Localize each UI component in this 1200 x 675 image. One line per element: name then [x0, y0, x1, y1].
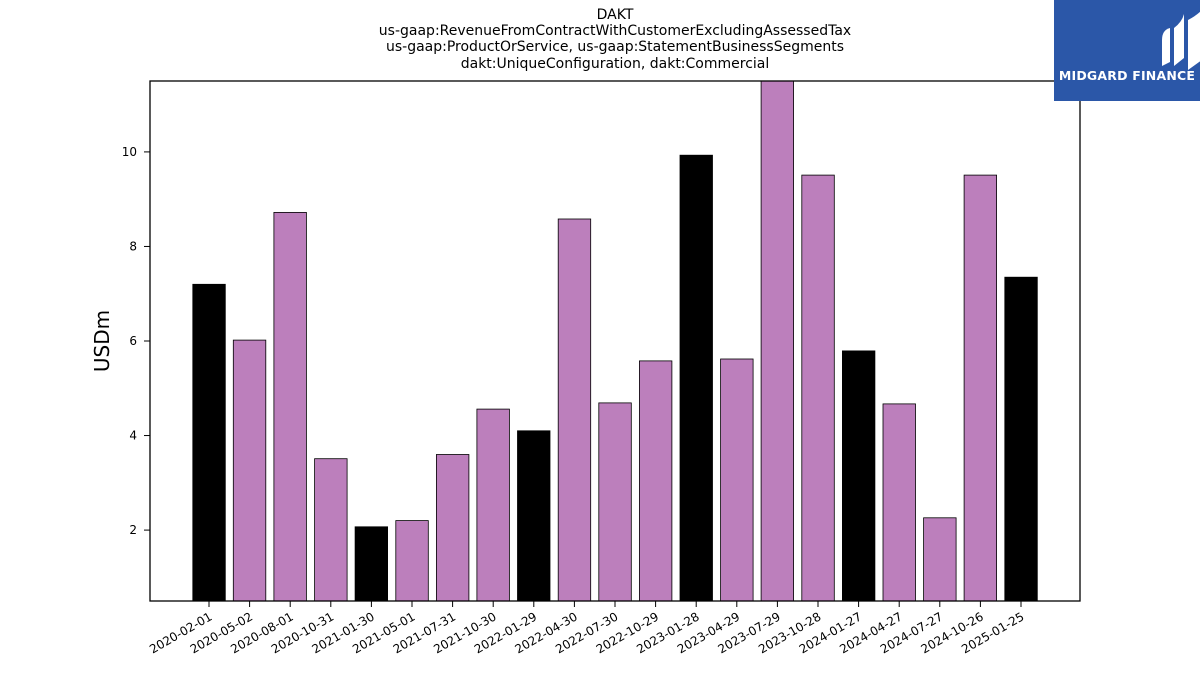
x-axis-ticks: 2020-02-012020-05-022020-08-012020-10-31… [147, 601, 1027, 656]
chart-title-line-1: DAKT [596, 7, 634, 23]
bar-2022-01-29 [517, 430, 551, 602]
y-tick-label: 4 [129, 429, 137, 443]
bar-2021-01-30 [354, 526, 389, 602]
y-tick-label: 8 [129, 239, 137, 253]
midgard-finance-logo: MIDGARD FINANCE [1054, 0, 1200, 101]
y-axis-label: USDm [90, 310, 114, 372]
bar-2022-10-29 [639, 360, 673, 602]
bar-2020-08-01 [273, 211, 307, 602]
chart-title-line-3: us-gaap:ProductOrService, us-gaap:Statem… [385, 39, 844, 55]
plot-frame [149, 80, 1081, 602]
bar-2024-04-27 [882, 403, 916, 602]
y-tick-label: 10 [122, 145, 137, 159]
chart-title-line-2: us-gaap:RevenueFromContractWithCustomerE… [378, 23, 852, 39]
bar-2023-04-29 [720, 358, 754, 602]
chart-title-line-4: dakt:UniqueConfiguration, dakt:Commercia… [460, 56, 770, 72]
bar-2020-10-31 [314, 458, 348, 602]
bar-2020-05-02 [232, 339, 267, 602]
y-axis-ticks: 2 4 6 8 10 [122, 145, 150, 537]
bar-2023-01-28 [679, 154, 713, 602]
bar-2020-02-01 [192, 283, 226, 602]
y-tick-label: 2 [129, 523, 137, 537]
bar-2021-07-31 [435, 454, 470, 602]
bar-2021-05-01 [395, 520, 429, 602]
bar-2022-04-30 [557, 218, 592, 602]
y-tick-label: 6 [129, 334, 137, 348]
bar-2023-10-28 [801, 174, 835, 602]
bar-2022-07-30 [598, 402, 632, 602]
bar-2023-07-29 [760, 80, 794, 602]
bar-2024-07-27 [923, 517, 957, 602]
bar-2021-10-30 [476, 408, 510, 602]
midgard-logo-icon [1162, 11, 1200, 70]
bar-2024-01-27 [842, 350, 876, 602]
bar-2025-01-25 [1004, 276, 1038, 602]
bar-2024-10-26 [963, 174, 997, 602]
bars-group [192, 80, 1038, 602]
logo-text: MIDGARD FINANCE [1058, 68, 1196, 83]
